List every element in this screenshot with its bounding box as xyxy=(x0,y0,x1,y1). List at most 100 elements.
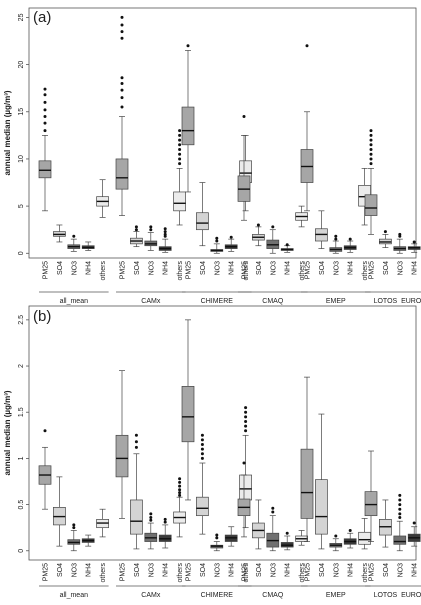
outlier-point xyxy=(271,506,275,510)
box-cmaq-so4 xyxy=(252,223,265,247)
box-camx-no3 xyxy=(144,512,158,550)
box-iqr xyxy=(364,491,378,517)
box-iqr xyxy=(393,535,407,545)
category-label: others xyxy=(243,261,250,281)
outlier-point xyxy=(178,491,182,495)
box-cmaq-no3 xyxy=(266,506,280,552)
box-lotos-euros-nh4 xyxy=(407,521,421,547)
box-chimere-nh4 xyxy=(224,235,238,252)
category-label: others xyxy=(299,563,306,583)
category-label: others xyxy=(362,261,369,281)
category-label: PM25 xyxy=(305,563,312,581)
outlier-point xyxy=(244,429,248,433)
y-tick-label: 25 xyxy=(18,13,25,21)
outlier-point xyxy=(120,76,124,80)
outlier-point xyxy=(398,507,402,511)
outlier-point xyxy=(178,484,182,488)
category-label: NH4 xyxy=(229,563,236,577)
outlier-point xyxy=(369,157,373,161)
outlier-point xyxy=(244,410,248,414)
category-label: SO4 xyxy=(319,261,326,275)
box-iqr xyxy=(181,106,195,146)
group-label: LOTOS EUROS xyxy=(374,592,421,599)
outlier-point xyxy=(43,121,47,125)
outlier-point xyxy=(256,223,260,227)
category-label: NH4 xyxy=(285,261,292,275)
box-chimere-so4 xyxy=(196,182,209,247)
outlier-point xyxy=(178,477,182,481)
outlier-point xyxy=(186,44,190,48)
box-lotos-euros-nh4 xyxy=(407,240,421,253)
outlier-point xyxy=(229,235,233,239)
outlier-point xyxy=(149,518,153,522)
box-iqr xyxy=(196,212,209,231)
outlier-point xyxy=(200,438,204,442)
outlier-point xyxy=(244,424,248,428)
outlier-point xyxy=(178,148,182,152)
panel-label: (a) xyxy=(33,9,51,26)
outlier-point xyxy=(412,521,416,525)
box-iqr xyxy=(173,191,186,212)
box-emep-no3 xyxy=(329,234,343,254)
box-camx-pm25 xyxy=(115,15,129,216)
box-chimere-pm25 xyxy=(181,44,195,193)
box-camx-others xyxy=(173,477,186,538)
category-label: SO4 xyxy=(200,563,207,577)
group-label: LOTOS EUROS xyxy=(374,298,421,305)
category-label: others xyxy=(177,563,184,583)
category-label: NH4 xyxy=(86,261,93,275)
category-label: NH4 xyxy=(412,261,419,275)
outlier-point xyxy=(369,129,373,133)
box-all_mean-others xyxy=(96,508,109,538)
outlier-point xyxy=(334,237,338,241)
category-label: NO3 xyxy=(333,563,340,578)
box-emep-so4 xyxy=(315,210,328,249)
category-label: NO3 xyxy=(397,261,404,276)
category-label: PM25 xyxy=(43,261,50,279)
y-axis-label: annual median (µg/m³) xyxy=(3,390,12,475)
outlier-point xyxy=(178,129,182,133)
box-emep-nh4 xyxy=(343,237,357,253)
box-camx-others xyxy=(173,129,186,226)
category-label: NH4 xyxy=(348,563,355,577)
box-cmaq-others xyxy=(295,530,308,546)
outlier-point xyxy=(244,406,248,410)
outlier-point xyxy=(120,88,124,92)
outlier-point xyxy=(334,534,338,538)
box-all_mean-others xyxy=(96,179,109,218)
y-tick-label: 10 xyxy=(18,155,25,163)
outlier-point xyxy=(43,129,47,133)
outlier-point xyxy=(149,512,153,516)
box-all_mean-nh4 xyxy=(81,241,95,251)
category-label: NO3 xyxy=(71,261,78,276)
outlier-point xyxy=(72,523,76,527)
box-iqr xyxy=(196,496,209,517)
outlier-point xyxy=(200,433,204,437)
y-tick-label: 2 xyxy=(18,364,25,368)
category-label: SO4 xyxy=(200,261,207,275)
outlier-point xyxy=(178,133,182,137)
box-all_mean-so4 xyxy=(53,476,66,547)
outlier-point xyxy=(43,100,47,104)
plot-frame xyxy=(28,7,417,259)
outlier-point xyxy=(398,498,402,502)
outlier-point xyxy=(120,23,124,27)
category-label: others xyxy=(299,261,306,281)
box-iqr xyxy=(364,194,378,216)
y-tick-label: 15 xyxy=(18,108,25,116)
outlier-point xyxy=(244,415,248,419)
category-label: PM25 xyxy=(369,261,376,279)
box-emep-no3 xyxy=(329,534,343,552)
category-label: others xyxy=(362,563,369,583)
box-camx-so4 xyxy=(130,433,143,550)
category-label: SO4 xyxy=(383,261,390,275)
category-label: PM25 xyxy=(43,563,50,581)
box-iqr xyxy=(115,434,129,478)
outlier-point xyxy=(163,517,167,521)
box-all_mean-pm25 xyxy=(38,429,52,510)
outlier-point xyxy=(43,108,47,112)
outlier-point xyxy=(163,227,167,231)
outlier-point xyxy=(43,114,47,118)
outlier-point xyxy=(134,440,138,444)
